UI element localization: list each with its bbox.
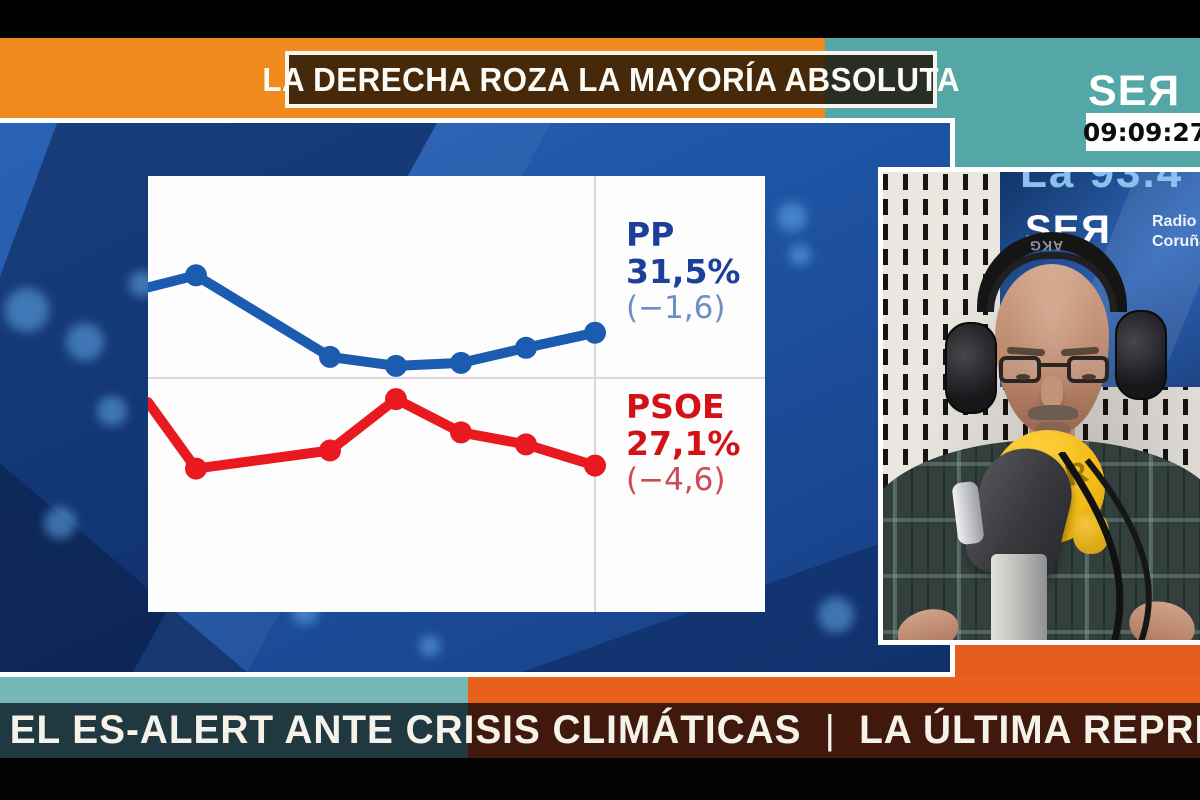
headphone-earcup-right: [1115, 310, 1167, 400]
ticker-line: EL ES-ALERT ANTE CRISIS CLIMÁTICAS | LA ÚL…: [0, 708, 1200, 753]
cables: [1058, 452, 1152, 640]
pp-name: PP: [626, 215, 675, 254]
ticker-text-right: LA ÚLTIMA REPRESEN: [859, 708, 1200, 752]
pp-value: 31,5%: [626, 252, 741, 291]
lower-strip-teal: [0, 677, 468, 703]
bokeh-dot: [5, 288, 49, 332]
ticker-text-left: EL ES-ALERT ANTE CRISIS CLIMÁTICAS: [9, 708, 802, 752]
ser-channel-logo: SER: [1088, 67, 1180, 115]
psoe-change: (−4,6): [626, 462, 726, 498]
mustache: [1028, 405, 1078, 420]
news-ticker: EL ES-ALERT ANTE CRISIS CLIMÁTICAS | LA ÚL…: [0, 703, 1200, 758]
top-black-bar: [0, 0, 1200, 38]
psoe-name: PSOE: [626, 387, 725, 426]
bokeh-dot: [66, 323, 104, 361]
bokeh-dot: [777, 202, 807, 232]
bokeh-dot: [97, 396, 127, 426]
screen-caption-line2: Coruña: [1152, 232, 1200, 252]
eye: [1082, 374, 1096, 380]
lower-strip: [0, 677, 1200, 703]
screen-caption-line1: Radio: [1152, 212, 1200, 232]
glasses-bridge: [1041, 363, 1069, 367]
glasses-lens: [999, 356, 1041, 383]
headline-text: LA DERECHA ROZA LA MAYORÍA ABSOLUTA: [262, 60, 960, 98]
pp-series-label: PP 31,5% (−1,6): [626, 216, 761, 327]
bokeh-dot: [44, 507, 76, 539]
clock-badge: 09:09:27: [1083, 113, 1200, 151]
microphone-stand: [991, 554, 1047, 640]
psoe-value: 27,1%: [626, 424, 741, 463]
bottom-black-band: [0, 758, 1200, 800]
glasses-lens: [1067, 356, 1109, 383]
screen-caption: Radio Coruña: [1152, 212, 1200, 252]
webcam-content: La 93.4 SER Radio Coruña: [883, 172, 1200, 640]
poll-line-chart: [148, 176, 765, 612]
ticker-slate-bg: [0, 703, 468, 758]
poll-chart-panel: PP 31,5% (−1,6) PSOE 27,1% (−4,6): [148, 176, 765, 612]
frequency-text: La 93.4: [1020, 172, 1183, 198]
bokeh-dot: [419, 635, 441, 657]
eye: [1016, 374, 1030, 380]
headphone-earcup-left: [945, 322, 997, 414]
bokeh-dot: [789, 244, 811, 266]
studio-webcam-feed: La 93.4 SER Radio Coruña: [878, 167, 1200, 645]
bokeh-dot: [818, 597, 854, 633]
nose: [1041, 376, 1063, 408]
headline-banner: LA DERECHA ROZA LA MAYORÍA ABSOLUTA: [262, 51, 959, 108]
ticker-separator: |: [824, 708, 836, 752]
headphones-brand-text: AKG: [1029, 238, 1064, 254]
pp-change: (−1,6): [626, 290, 726, 326]
psoe-series-label: PSOE 27,1% (−4,6): [626, 388, 761, 499]
glasses: [999, 356, 1111, 386]
